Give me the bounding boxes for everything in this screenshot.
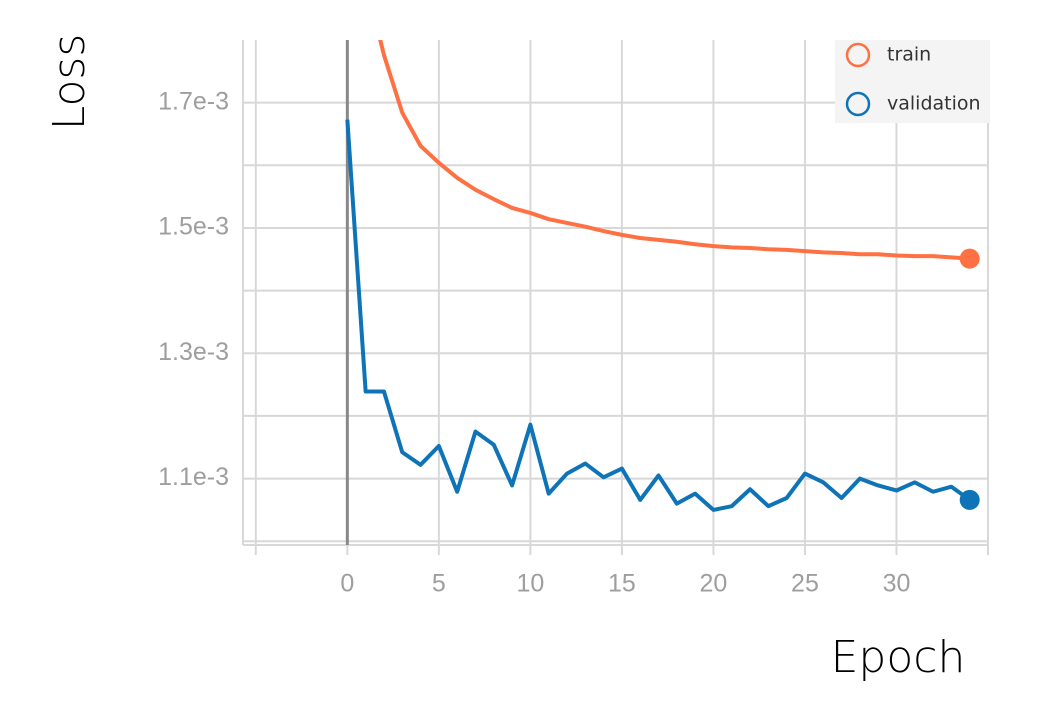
last-point	[959, 489, 980, 510]
last-point	[959, 248, 980, 269]
x-tick-label: 10	[516, 570, 544, 598]
x-tick-label: 25	[791, 570, 819, 598]
y-tick-label: 1.5e-3	[158, 213, 229, 241]
legend-marker	[845, 91, 871, 117]
x-axis-label: Epoch	[831, 632, 966, 683]
legend-marker	[845, 42, 871, 68]
x-tick-label: 15	[608, 570, 636, 598]
x-tick-label: 0	[340, 570, 354, 598]
y-tick-label: 1.1e-3	[158, 463, 229, 491]
y-tick-label: 1.7e-3	[158, 87, 229, 115]
plot-area	[345, 40, 971, 512]
y-tick-label: 1.3e-3	[158, 338, 229, 366]
legend-box	[835, 40, 990, 123]
x-tick-label: 20	[700, 570, 728, 598]
series-line	[378, 40, 970, 261]
series-line	[345, 119, 971, 512]
y-axis-label: Loss	[44, 34, 95, 131]
legend: train validation	[835, 40, 990, 123]
legend-label: train	[887, 44, 931, 66]
x-tick-label: 30	[883, 570, 911, 598]
legend-label: validation	[887, 93, 981, 115]
x-tick-label: 5	[432, 570, 446, 598]
